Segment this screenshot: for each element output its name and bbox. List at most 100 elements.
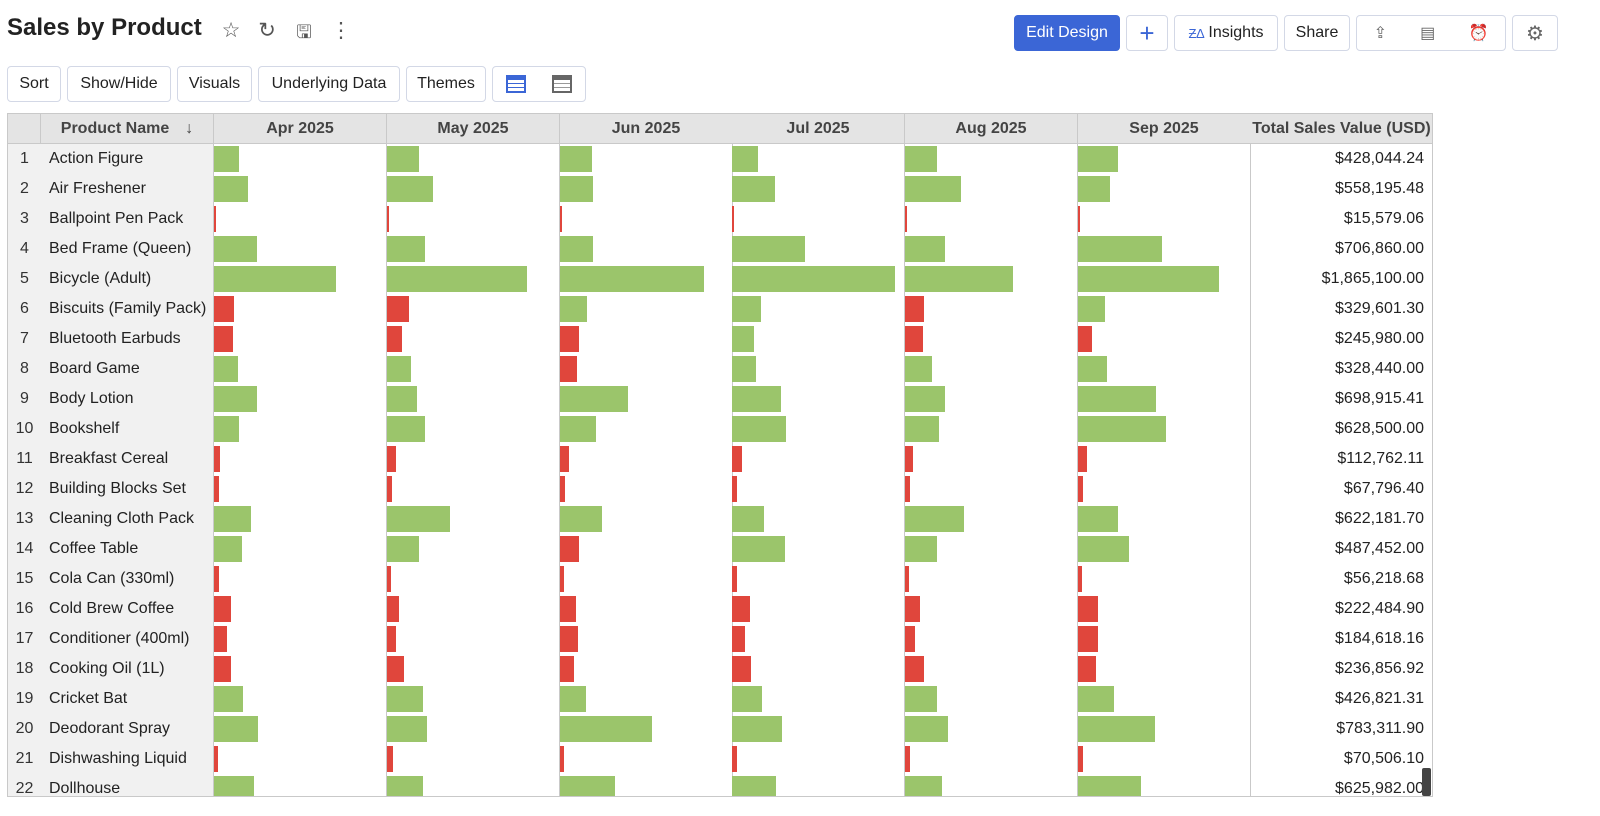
month-cell bbox=[560, 234, 733, 264]
sales-bar-negative bbox=[214, 566, 219, 592]
refresh-icon[interactable]: ↻ bbox=[258, 19, 276, 42]
table-row[interactable]: 19 Cricket Bat $426,821.31 bbox=[8, 684, 1432, 714]
month-cell bbox=[732, 624, 905, 654]
table-row[interactable]: 14 Coffee Table $487,452.00 bbox=[8, 534, 1432, 564]
month-cell bbox=[560, 564, 733, 594]
table-view-icon[interactable] bbox=[506, 75, 526, 93]
table-row[interactable]: 21 Dishwashing Liquid $70,506.10 bbox=[8, 744, 1432, 774]
header-month[interactable]: Sep 2025 bbox=[1078, 114, 1251, 144]
share-button[interactable]: Share bbox=[1284, 15, 1350, 51]
sales-bar-positive bbox=[1078, 266, 1219, 292]
month-cell bbox=[905, 384, 1078, 414]
table-row[interactable]: 3 Ballpoint Pen Pack $15,579.06 bbox=[8, 204, 1432, 234]
table-row[interactable]: 8 Board Game $328,440.00 bbox=[8, 354, 1432, 384]
sales-bar-negative bbox=[732, 476, 737, 502]
sales-bar-positive bbox=[732, 386, 781, 412]
sales-bar-positive bbox=[905, 356, 932, 382]
total-sales-value: $245,980.00 bbox=[1335, 330, 1424, 347]
table-row[interactable]: 5 Bicycle (Adult) $1,865,100.00 bbox=[8, 264, 1432, 294]
header-month[interactable]: May 2025 bbox=[387, 114, 560, 144]
product-name: Dishwashing Liquid bbox=[41, 744, 214, 774]
product-name: Cooking Oil (1L) bbox=[41, 654, 214, 684]
sales-bar-positive bbox=[732, 506, 764, 532]
table-row[interactable]: 1 Action Figure $428,044.24 bbox=[8, 144, 1432, 174]
sales-bar-positive bbox=[214, 146, 239, 172]
sales-bar-negative bbox=[214, 446, 220, 472]
sales-bar-negative bbox=[560, 596, 576, 622]
header-total[interactable]: Total Sales Value (USD) bbox=[1250, 114, 1432, 144]
header-label: Product Name bbox=[60, 119, 170, 137]
month-cell bbox=[560, 774, 733, 796]
sales-bar-positive bbox=[1078, 686, 1114, 712]
sales-bar-positive bbox=[1078, 296, 1105, 322]
month-cell bbox=[387, 744, 560, 774]
table-row[interactable]: 6 Biscuits (Family Pack) $329,601.30 bbox=[8, 294, 1432, 324]
edit-design-button[interactable]: Edit Design bbox=[1014, 15, 1120, 51]
pivot-view-icon[interactable] bbox=[552, 75, 572, 93]
insights-button[interactable]: Ƶ∆ Insights bbox=[1174, 15, 1278, 51]
month-cell bbox=[1078, 354, 1251, 384]
header-month[interactable]: Jun 2025 bbox=[560, 114, 733, 144]
export-icon[interactable]: ⇪ bbox=[1373, 25, 1387, 42]
more-icon[interactable]: ⋮ bbox=[330, 19, 352, 42]
header-month[interactable]: Apr 2025 bbox=[214, 114, 387, 144]
table-row[interactable]: 17 Conditioner (400ml) $184,618.16 bbox=[8, 624, 1432, 654]
sales-bar-positive bbox=[560, 386, 628, 412]
table-row[interactable]: 15 Cola Can (330ml) $56,218.68 bbox=[8, 564, 1432, 594]
table-row[interactable]: 22 Dollhouse $625,982.00 bbox=[8, 774, 1432, 796]
add-button[interactable]: + bbox=[1126, 15, 1168, 51]
row-number: 7 bbox=[8, 324, 41, 354]
sales-bar-negative bbox=[1078, 446, 1087, 472]
comment-icon[interactable]: ▤ bbox=[1420, 25, 1436, 42]
underlying-data-button[interactable]: Underlying Data bbox=[258, 66, 400, 102]
sales-bar-negative bbox=[1078, 626, 1098, 652]
month-cell bbox=[905, 144, 1078, 174]
table-row[interactable]: 7 Bluetooth Earbuds $245,980.00 bbox=[8, 324, 1432, 354]
header-month[interactable]: Jul 2025 bbox=[732, 114, 905, 144]
sales-bar-positive bbox=[214, 776, 254, 796]
month-cell bbox=[732, 144, 905, 174]
visuals-button[interactable]: Visuals bbox=[177, 66, 252, 102]
month-cell bbox=[560, 324, 733, 354]
table-row[interactable]: 2 Air Freshener $558,195.48 bbox=[8, 174, 1432, 204]
month-cell bbox=[732, 354, 905, 384]
table-row[interactable]: 18 Cooking Oil (1L) $236,856.92 bbox=[8, 654, 1432, 684]
header-product-name[interactable]: Product Name ↓ bbox=[41, 114, 214, 144]
table-row[interactable]: 9 Body Lotion $698,915.41 bbox=[8, 384, 1432, 414]
table-row[interactable]: 20 Deodorant Spray $783,311.90 bbox=[8, 714, 1432, 744]
month-cell bbox=[732, 774, 905, 796]
row-number: 21 bbox=[8, 744, 41, 774]
table-row[interactable]: 10 Bookshelf $628,500.00 bbox=[8, 414, 1432, 444]
table-row[interactable]: 16 Cold Brew Coffee $222,484.90 bbox=[8, 594, 1432, 624]
alarm-icon[interactable]: ⏰ bbox=[1468, 25, 1489, 42]
table-row[interactable]: 11 Breakfast Cereal $112,762.11 bbox=[8, 444, 1432, 474]
header-month[interactable]: Aug 2025 bbox=[905, 114, 1078, 144]
month-cell bbox=[214, 324, 387, 354]
resize-handle[interactable] bbox=[1422, 768, 1431, 796]
sales-bar-positive bbox=[1078, 416, 1166, 442]
table-row[interactable]: 12 Building Blocks Set $67,796.40 bbox=[8, 474, 1432, 504]
sort-button[interactable]: Sort bbox=[7, 66, 61, 102]
month-cell bbox=[732, 414, 905, 444]
settings-icon[interactable]: ⚙ bbox=[1512, 15, 1558, 51]
row-number: 1 bbox=[8, 144, 41, 174]
show-hide-button[interactable]: Show/Hide bbox=[67, 66, 171, 102]
star-icon[interactable]: ☆ bbox=[221, 19, 241, 42]
month-cell bbox=[1078, 714, 1251, 744]
table-row[interactable]: 4 Bed Frame (Queen) $706,860.00 bbox=[8, 234, 1432, 264]
month-cell bbox=[732, 564, 905, 594]
sales-bar-negative bbox=[732, 446, 742, 472]
themes-button[interactable]: Themes bbox=[406, 66, 486, 102]
sales-bar-positive bbox=[1078, 236, 1162, 262]
month-cell bbox=[732, 294, 905, 324]
sales-bar-negative bbox=[387, 206, 389, 232]
sales-bar-negative bbox=[560, 566, 564, 592]
month-cell bbox=[1078, 684, 1251, 714]
sales-bar-negative bbox=[1078, 746, 1083, 772]
save-icon[interactable]: 🖫 bbox=[296, 22, 312, 42]
table-row[interactable]: 13 Cleaning Cloth Pack $622,181.70 bbox=[8, 504, 1432, 534]
month-cell bbox=[214, 624, 387, 654]
sales-bar-positive bbox=[732, 776, 776, 796]
row-number: 16 bbox=[8, 594, 41, 624]
sales-bar-positive bbox=[732, 176, 775, 202]
